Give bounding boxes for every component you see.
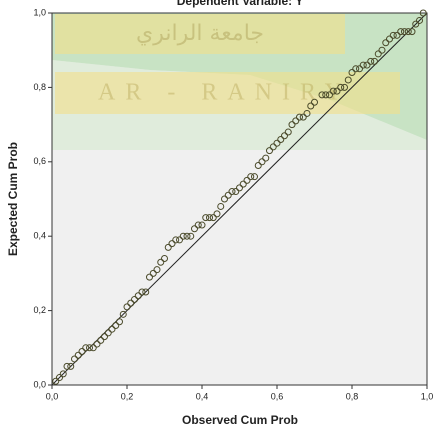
watermark-text: AR - RANIRY bbox=[98, 80, 352, 106]
y-tick-label: 0,0 bbox=[33, 379, 46, 389]
x-tick-label: 0,8 bbox=[346, 391, 359, 401]
chart: جامعة الرانري AR - RANIRY Dependent Vari… bbox=[0, 0, 434, 428]
x-tick-label: 0,6 bbox=[271, 391, 284, 401]
y-tick-label: 0,8 bbox=[33, 82, 46, 92]
y-axis-label: Expected Cum Prob bbox=[6, 142, 20, 256]
watermark-text: جامعة الرانري bbox=[136, 21, 264, 46]
y-tick-label: 1,0 bbox=[33, 7, 46, 17]
y-tick-label: 0,2 bbox=[33, 305, 46, 315]
y-tick-label: 0,6 bbox=[33, 156, 46, 166]
chart-title: Dependent Variable: Y bbox=[177, 0, 304, 8]
x-tick-label: 0,4 bbox=[196, 391, 209, 401]
x-tick-label: 0,0 bbox=[46, 391, 59, 401]
x-tick-label: 1,0 bbox=[421, 391, 434, 401]
y-tick-label: 0,4 bbox=[33, 231, 46, 241]
x-axis-label: Observed Cum Prob bbox=[182, 413, 298, 427]
x-tick-label: 0,2 bbox=[121, 391, 134, 401]
